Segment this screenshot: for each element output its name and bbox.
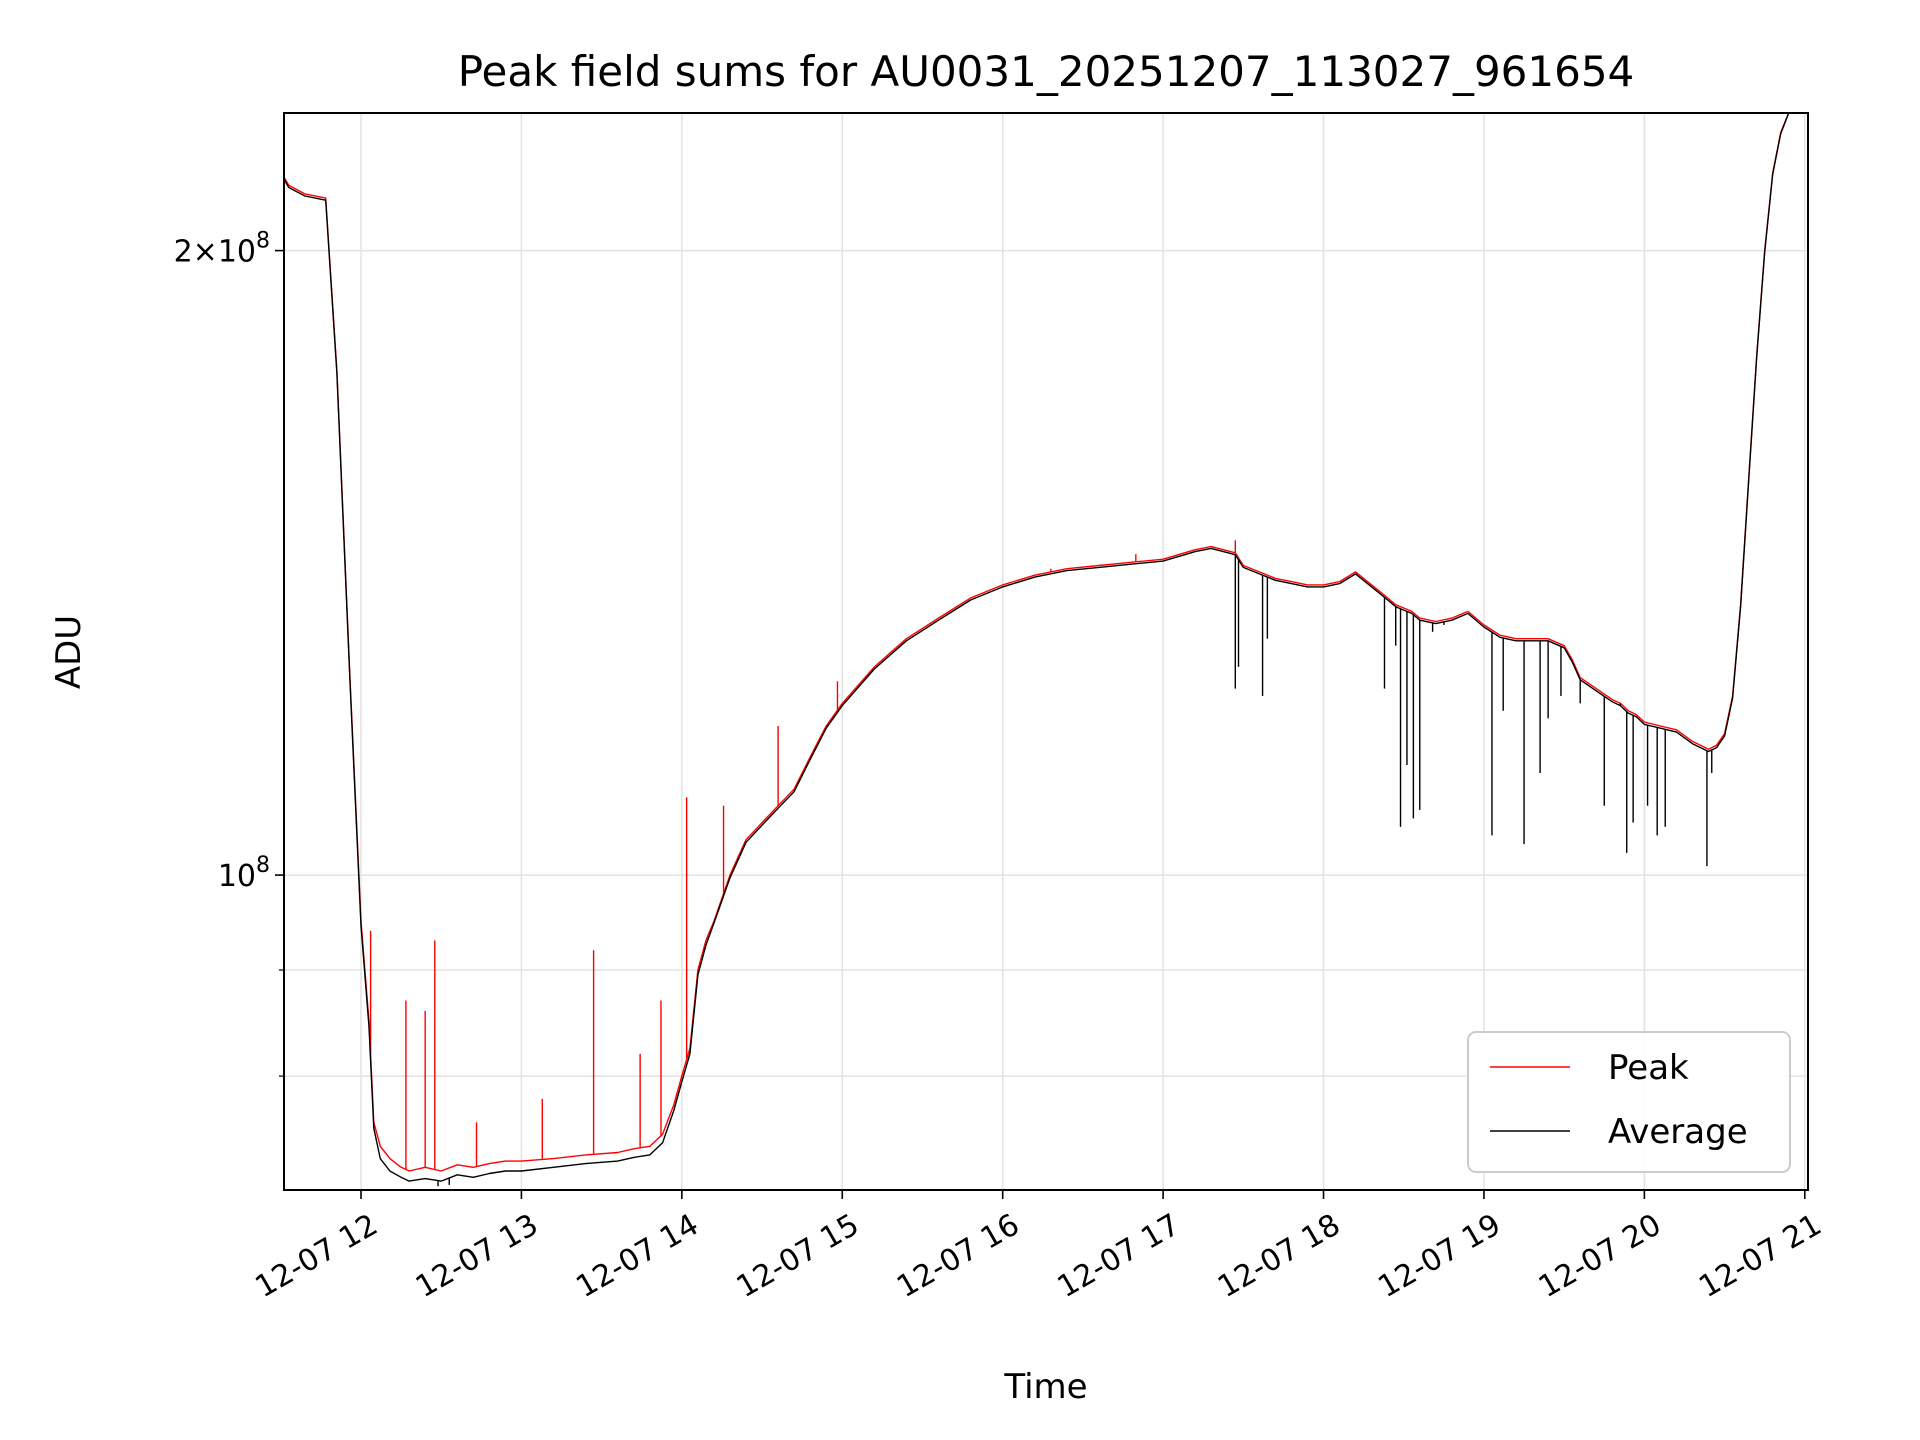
y-tick-label: 2×108: [174, 229, 270, 270]
series-group: [284, 113, 1808, 1187]
legend-average-label: Average: [1608, 1112, 1748, 1152]
plot-frame: [283, 112, 1809, 1191]
y-tick-label: 108: [218, 853, 270, 894]
chart-title: Peak field sums for AU0031_20251207_1130…: [458, 47, 1635, 96]
legend-peak-label: Peak: [1608, 1048, 1689, 1088]
legend: Peak Average: [1467, 1031, 1791, 1173]
average-line: [284, 113, 1808, 1182]
grid: [284, 113, 1808, 1190]
x-axis-label: Time: [1003, 1367, 1087, 1407]
peak-line: [284, 113, 1808, 1172]
y-axis-label: ADU: [49, 615, 89, 689]
